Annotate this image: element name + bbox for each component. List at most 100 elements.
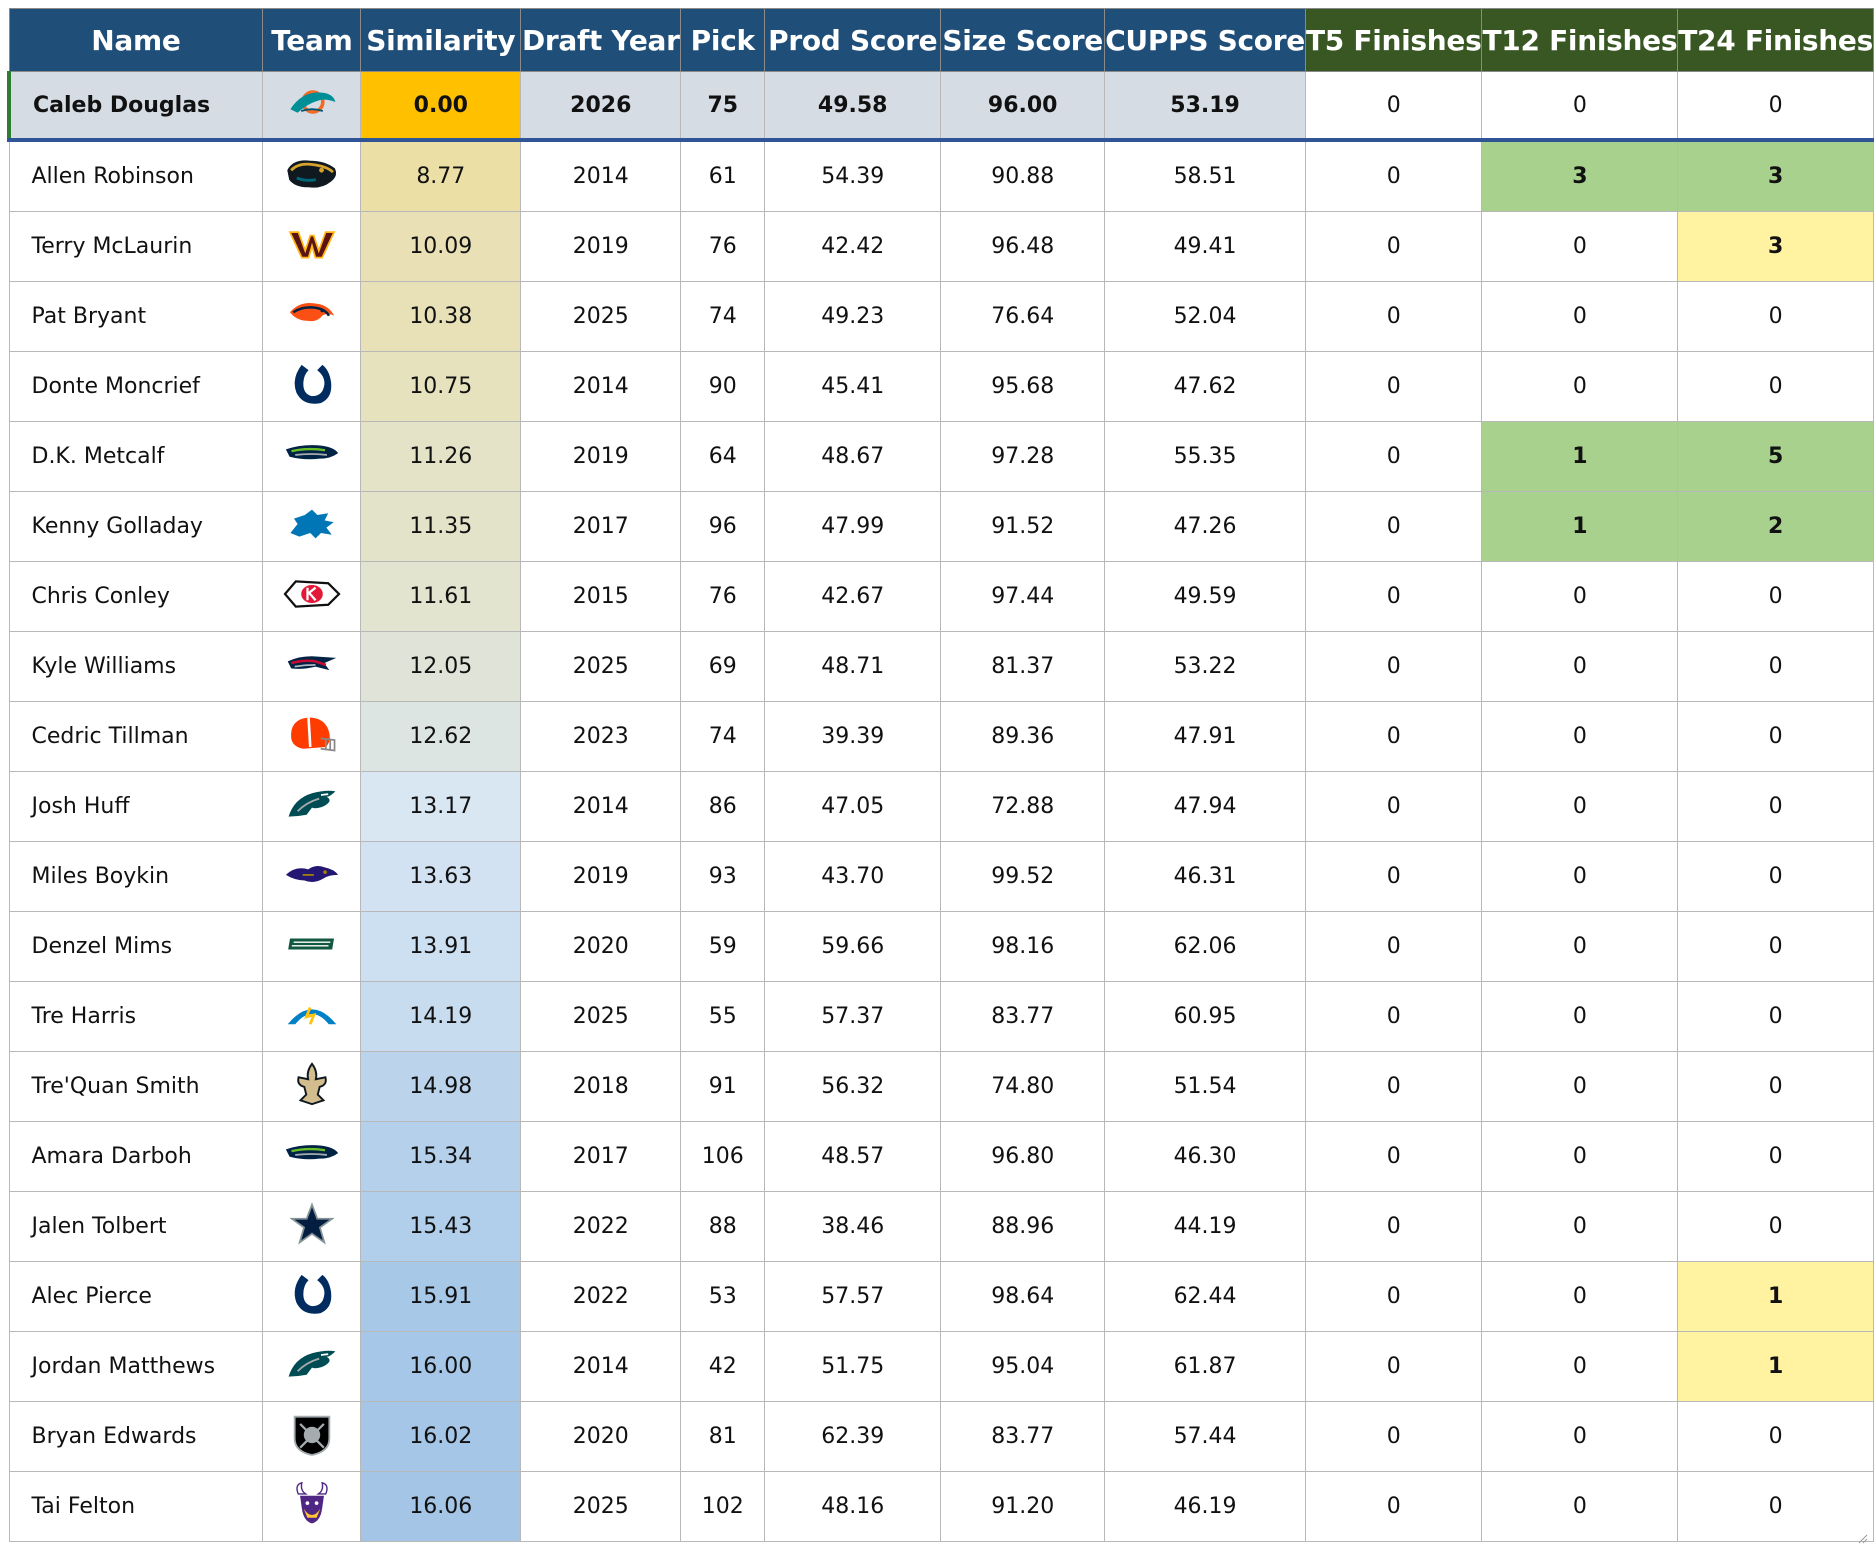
t12-finishes-cell[interactable]: 0 xyxy=(1481,1331,1679,1402)
size-score-cell[interactable]: 95.68 xyxy=(940,351,1106,422)
t5-finishes-cell[interactable]: 0 xyxy=(1304,561,1483,632)
draft-year-cell[interactable]: 2017 xyxy=(520,491,682,562)
cupps-score-cell[interactable]: 46.30 xyxy=(1104,1121,1306,1192)
player-name-cell[interactable]: Chris Conley xyxy=(8,561,264,632)
similarity-cell[interactable]: 13.91 xyxy=(360,911,522,982)
draft-year-cell[interactable]: 2020 xyxy=(520,1401,682,1472)
t24-finishes-cell[interactable]: 0 xyxy=(1677,911,1874,982)
cupps-score-cell[interactable]: 62.06 xyxy=(1104,911,1306,982)
t24-finishes-cell[interactable]: 0 xyxy=(1677,981,1874,1052)
player-name-cell[interactable]: D.K. Metcalf xyxy=(8,421,264,492)
similarity-cell[interactable]: 13.63 xyxy=(360,841,522,912)
draft-year-cell[interactable]: 2023 xyxy=(520,701,682,772)
t12-finishes-cell[interactable]: 0 xyxy=(1481,561,1679,632)
size-score-cell[interactable]: 83.77 xyxy=(940,981,1106,1052)
pick-cell[interactable]: 42 xyxy=(680,1331,766,1402)
player-name-cell[interactable]: Tai Felton xyxy=(8,1471,264,1542)
similarity-cell[interactable]: 10.09 xyxy=(360,211,522,282)
prod-score-cell[interactable]: 48.16 xyxy=(764,1471,942,1542)
player-name-cell[interactable]: Terry McLaurin xyxy=(8,211,264,282)
team-logo-cell[interactable] xyxy=(262,701,362,772)
similarity-cell[interactable]: 11.61 xyxy=(360,561,522,632)
t5-finishes-cell[interactable]: 0 xyxy=(1304,1331,1483,1402)
prod-score-cell[interactable]: 42.42 xyxy=(764,211,942,282)
target-pick-cell[interactable]: 75 xyxy=(680,71,766,142)
team-logo-cell[interactable] xyxy=(262,631,362,702)
team-logo-cell[interactable] xyxy=(262,1471,362,1542)
draft-year-cell[interactable]: 2019 xyxy=(520,841,682,912)
draft-year-cell[interactable]: 2022 xyxy=(520,1261,682,1332)
prod-score-cell[interactable]: 38.46 xyxy=(764,1191,942,1262)
draft-year-cell[interactable]: 2025 xyxy=(520,631,682,702)
t24-finishes-cell[interactable]: 0 xyxy=(1677,701,1874,772)
cupps-score-cell[interactable]: 47.62 xyxy=(1104,351,1306,422)
pick-cell[interactable]: 86 xyxy=(680,771,766,842)
t5-finishes-cell[interactable]: 0 xyxy=(1304,631,1483,702)
player-name-cell[interactable]: Tre'Quan Smith xyxy=(8,1051,264,1122)
t5-finishes-cell[interactable]: 0 xyxy=(1304,281,1483,352)
column-header-name[interactable]: Name xyxy=(8,8,264,72)
t24-finishes-cell[interactable]: 5 xyxy=(1677,421,1874,492)
target-prod-score-cell[interactable]: 49.58 xyxy=(764,71,942,142)
draft-year-cell[interactable]: 2014 xyxy=(520,1331,682,1402)
t24-finishes-cell[interactable]: 0 xyxy=(1677,1401,1874,1472)
draft-year-cell[interactable]: 2015 xyxy=(520,561,682,632)
t12-finishes-cell[interactable]: 0 xyxy=(1481,351,1679,422)
target-similarity-cell[interactable]: 0.00 xyxy=(360,71,522,142)
draft-year-cell[interactable]: 2018 xyxy=(520,1051,682,1122)
team-logo-cell[interactable] xyxy=(262,351,362,422)
t24-finishes-cell[interactable]: 2 xyxy=(1677,491,1874,562)
t5-finishes-cell[interactable]: 0 xyxy=(1304,491,1483,562)
t5-finishes-cell[interactable]: 0 xyxy=(1304,421,1483,492)
team-logo-cell[interactable] xyxy=(262,491,362,562)
cupps-score-cell[interactable]: 57.44 xyxy=(1104,1401,1306,1472)
pick-cell[interactable]: 74 xyxy=(680,281,766,352)
pick-cell[interactable]: 106 xyxy=(680,1121,766,1192)
pick-cell[interactable]: 81 xyxy=(680,1401,766,1472)
size-score-cell[interactable]: 91.52 xyxy=(940,491,1106,562)
prod-score-cell[interactable]: 39.39 xyxy=(764,701,942,772)
player-name-cell[interactable]: Amara Darboh xyxy=(8,1121,264,1192)
team-logo-cell[interactable] xyxy=(262,1191,362,1262)
prod-score-cell[interactable]: 49.23 xyxy=(764,281,942,352)
pick-cell[interactable]: 59 xyxy=(680,911,766,982)
player-name-cell[interactable]: Miles Boykin xyxy=(8,841,264,912)
player-name-cell[interactable]: Cedric Tillman xyxy=(8,701,264,772)
similarity-cell[interactable]: 14.19 xyxy=(360,981,522,1052)
pick-cell[interactable]: 96 xyxy=(680,491,766,562)
draft-year-cell[interactable]: 2019 xyxy=(520,421,682,492)
team-logo-cell[interactable] xyxy=(262,211,362,282)
player-name-cell[interactable]: Denzel Mims xyxy=(8,911,264,982)
similarity-cell[interactable]: 15.34 xyxy=(360,1121,522,1192)
similarity-cell[interactable]: 8.77 xyxy=(360,139,522,212)
size-score-cell[interactable]: 96.80 xyxy=(940,1121,1106,1192)
t5-finishes-cell[interactable]: 0 xyxy=(1304,1191,1483,1262)
prod-score-cell[interactable]: 51.75 xyxy=(764,1331,942,1402)
team-logo-cell[interactable] xyxy=(262,561,362,632)
cupps-score-cell[interactable]: 49.59 xyxy=(1104,561,1306,632)
t12-finishes-cell[interactable]: 0 xyxy=(1481,771,1679,842)
prod-score-cell[interactable]: 42.67 xyxy=(764,561,942,632)
t24-finishes-cell[interactable]: 0 xyxy=(1677,771,1874,842)
pick-cell[interactable]: 76 xyxy=(680,561,766,632)
t5-finishes-cell[interactable]: 0 xyxy=(1304,911,1483,982)
size-score-cell[interactable]: 95.04 xyxy=(940,1331,1106,1402)
t24-finishes-cell[interactable]: 1 xyxy=(1677,1261,1874,1332)
t12-finishes-cell[interactable]: 1 xyxy=(1481,421,1679,492)
pick-cell[interactable]: 74 xyxy=(680,701,766,772)
pick-cell[interactable]: 88 xyxy=(680,1191,766,1262)
pick-cell[interactable]: 69 xyxy=(680,631,766,702)
similarity-cell[interactable]: 16.06 xyxy=(360,1471,522,1542)
cupps-score-cell[interactable]: 52.04 xyxy=(1104,281,1306,352)
cupps-score-cell[interactable]: 51.54 xyxy=(1104,1051,1306,1122)
player-name-cell[interactable]: Kenny Golladay xyxy=(8,491,264,562)
pick-cell[interactable]: 64 xyxy=(680,421,766,492)
similarity-cell[interactable]: 14.98 xyxy=(360,1051,522,1122)
cupps-score-cell[interactable]: 46.31 xyxy=(1104,841,1306,912)
cupps-score-cell[interactable]: 62.44 xyxy=(1104,1261,1306,1332)
t5-finishes-cell[interactable]: 0 xyxy=(1304,1261,1483,1332)
t24-finishes-cell[interactable]: 0 xyxy=(1677,1191,1874,1262)
cupps-score-cell[interactable]: 60.95 xyxy=(1104,981,1306,1052)
size-score-cell[interactable]: 76.64 xyxy=(940,281,1106,352)
draft-year-cell[interactable]: 2017 xyxy=(520,1121,682,1192)
